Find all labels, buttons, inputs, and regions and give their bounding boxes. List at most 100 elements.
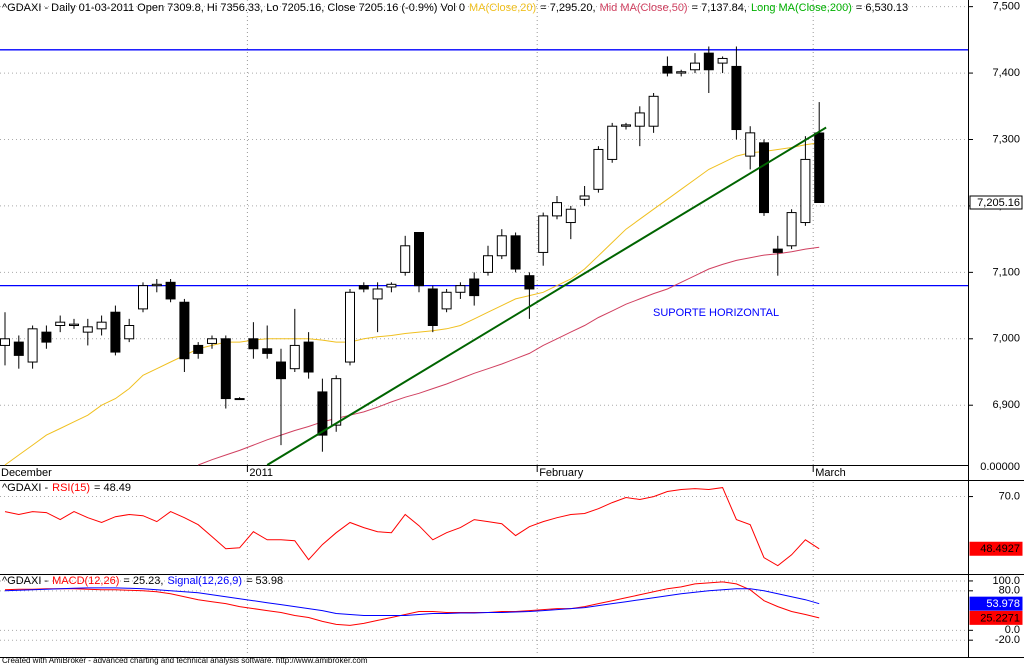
y-tick-label: 80.0 xyxy=(999,585,1020,597)
candle-body xyxy=(634,112,645,127)
legend-name: MACD(12,26) xyxy=(52,575,119,587)
x-tick-label: December xyxy=(1,467,52,479)
y-tick-label: 70.0 xyxy=(999,490,1020,502)
candle-body xyxy=(69,323,79,326)
series-line xyxy=(4,581,820,626)
candle-body xyxy=(193,344,204,354)
candle-body xyxy=(13,341,24,356)
legend-value: = 25.23, xyxy=(123,575,163,587)
candle-body xyxy=(607,125,618,160)
candle-body xyxy=(41,331,52,343)
last-value-box xyxy=(969,195,1023,210)
panel-header: ^GDAXI - Daily 01-03-2011 Open 7309.8, H… xyxy=(2,2,908,14)
legend-value: = 7,295.20, xyxy=(540,2,595,14)
y-tick-label: 7,000 xyxy=(992,333,1020,345)
candle-body xyxy=(55,321,66,326)
candle-body xyxy=(552,202,562,217)
y-tick-label: -20.0 xyxy=(995,634,1020,646)
candle-body xyxy=(579,195,590,200)
y-tick-label: 100.0 xyxy=(992,575,1020,587)
candle-body xyxy=(565,208,576,224)
legend-value: = 53.98 xyxy=(246,575,283,587)
x-tick-label: 2011 xyxy=(249,467,273,479)
candle-body xyxy=(441,291,452,310)
candle-body xyxy=(207,338,217,344)
candle-body xyxy=(289,344,300,370)
x-tick-label: March xyxy=(815,467,846,479)
last-value-box xyxy=(969,596,1023,611)
candle-body xyxy=(179,301,190,360)
candle-body xyxy=(165,281,176,300)
candle-body xyxy=(538,215,549,253)
candle-body xyxy=(524,275,535,290)
candle-body xyxy=(703,52,714,71)
candle-body xyxy=(124,325,135,340)
annotation: SUPORTE HORIZONTAL xyxy=(653,307,779,319)
legend-value: = 6,530.13 xyxy=(856,2,908,14)
candle-body xyxy=(317,391,328,436)
candle-body xyxy=(110,311,121,353)
candle-body xyxy=(400,245,411,273)
series-line xyxy=(4,142,820,466)
candle-body xyxy=(745,132,756,157)
candle-body xyxy=(96,321,107,330)
y-tick-label: 0.0 xyxy=(1005,624,1020,636)
candle-body xyxy=(496,235,507,257)
candle-body xyxy=(331,378,342,426)
candle-body xyxy=(510,235,521,270)
candle-body xyxy=(427,288,438,327)
series-line xyxy=(198,246,820,466)
candle-body xyxy=(220,338,231,400)
candle-body xyxy=(731,65,742,131)
candle-body xyxy=(138,285,148,310)
candle-body xyxy=(593,148,604,190)
candle-body xyxy=(372,288,383,300)
legend-name: Mid MA(Close,50) xyxy=(600,2,688,14)
panel-header: ^GDAXI - MACD(12,26) = 25.23, Signal(12,26,… xyxy=(2,575,283,587)
candle-body xyxy=(648,95,659,127)
candle-body xyxy=(234,398,245,401)
panel-header: ^GDAXI - RSI(15) = 48.49 xyxy=(2,482,131,494)
x-tick-label: February xyxy=(539,467,584,479)
trendline xyxy=(266,126,827,466)
y-tick-label: 7,500 xyxy=(992,1,1020,13)
candle-body xyxy=(772,248,783,253)
candle-body xyxy=(483,255,493,273)
candle-body xyxy=(276,361,286,380)
candle-body xyxy=(151,283,162,287)
candle-body xyxy=(414,232,424,287)
candle-body xyxy=(662,65,673,74)
volume-label: 0.00000 xyxy=(980,461,1020,473)
footer: Created with AmiBroker - advanced charti… xyxy=(2,656,368,665)
series-line xyxy=(4,587,820,616)
series-line xyxy=(4,487,820,567)
y-tick-label: 7,400 xyxy=(992,67,1020,79)
y-tick-label: 7,100 xyxy=(992,266,1020,278)
last-value-label: 7,205.16 xyxy=(977,197,1020,209)
candle-body xyxy=(27,328,38,363)
candle-body xyxy=(358,285,369,290)
header-title: ^GDAXI - xyxy=(2,575,48,587)
candle-body xyxy=(386,283,397,288)
candle-body xyxy=(814,132,825,204)
candle-body xyxy=(303,341,314,373)
legend-name: Signal(12,26,9) xyxy=(167,575,242,587)
candle-body xyxy=(621,124,631,127)
legend-value: = 7,137.84, xyxy=(692,2,747,14)
candle-body xyxy=(676,71,687,74)
candle-body xyxy=(786,212,797,247)
y-tick-label: 6,900 xyxy=(992,399,1020,411)
candle-body xyxy=(0,338,10,346)
y-tick-label: 7,300 xyxy=(992,133,1020,145)
legend-name: RSI(15) xyxy=(52,482,90,494)
last-value-box xyxy=(969,541,1023,556)
candle-body xyxy=(469,278,480,297)
legend-name: MA(Close,20) xyxy=(469,2,536,14)
candle-body xyxy=(690,62,700,71)
last-value-label: 25.2271 xyxy=(980,612,1020,624)
header-title: ^GDAXI - Daily 01-03-2011 Open 7309.8, H… xyxy=(2,2,465,14)
candle-body xyxy=(262,348,273,354)
candle-body xyxy=(800,158,811,224)
